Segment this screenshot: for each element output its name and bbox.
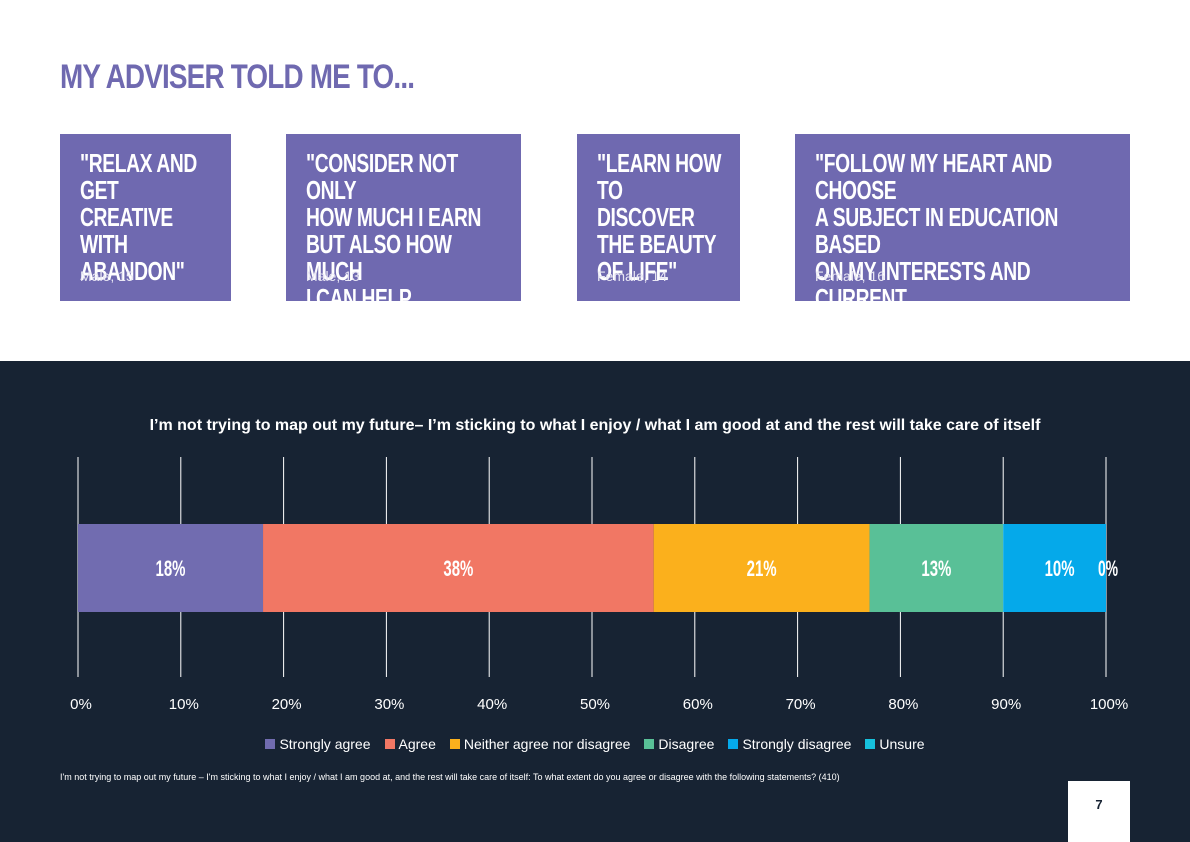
quote-attribution: Male, 15 bbox=[80, 268, 134, 284]
data-label: 21% bbox=[747, 556, 777, 581]
x-tick-label: 0% bbox=[70, 696, 92, 713]
quote-card-1: "Relax and get creative with abandon" Ma… bbox=[60, 134, 231, 301]
legend-label: Neither agree nor disagree bbox=[463, 736, 631, 752]
quote-text: "Follow my heart and choose a subject in… bbox=[815, 148, 1078, 340]
quote-card-2: "Consider not only how much I earn but a… bbox=[286, 134, 521, 339]
data-label: 10% bbox=[1045, 556, 1075, 581]
legend-swatch bbox=[865, 739, 876, 749]
data-label: 0% bbox=[1098, 556, 1118, 581]
legend-label: Strongly agree bbox=[279, 736, 371, 752]
footnote: I'm not trying to map out my future – I'… bbox=[60, 772, 840, 782]
legend-label: Disagree bbox=[658, 736, 715, 752]
x-tick-label: 60% bbox=[683, 696, 713, 713]
quote-text: "Relax and get creative with abandon" bbox=[80, 148, 197, 286]
legend-item-strongly-agree: Strongly agree bbox=[265, 736, 371, 752]
legend-item-neither: Neither agree nor disagree bbox=[449, 736, 631, 752]
legend-item-agree: Agree bbox=[384, 736, 436, 752]
page-number: 7 bbox=[1068, 781, 1130, 842]
data-label: 38% bbox=[443, 556, 473, 581]
legend-swatch bbox=[384, 739, 395, 749]
stacked-bar-chart: 0% 10% 20% 30% 40% 50% 60% 70% 80% 90% 100% 18% 38% 2… bbox=[70, 457, 1128, 713]
x-tick-label: 70% bbox=[786, 696, 816, 713]
quote-text: "Learn how to discover the beauty of lif… bbox=[597, 148, 722, 286]
legend-item-disagree: Disagree bbox=[644, 736, 714, 752]
x-tick-label: 90% bbox=[991, 696, 1021, 713]
legend-item-unsure: Unsure bbox=[865, 736, 925, 752]
legend-label: Unsure bbox=[879, 736, 925, 752]
x-tick-label: 50% bbox=[580, 696, 610, 713]
legend-swatch bbox=[644, 739, 655, 749]
legend-label: Strongly disagree bbox=[742, 736, 852, 752]
x-tick-label: 100% bbox=[1090, 696, 1128, 713]
quote-attribution: Female, 14 bbox=[597, 268, 668, 284]
data-label: 13% bbox=[921, 556, 951, 581]
x-tick-label: 80% bbox=[888, 696, 918, 713]
bar-segment bbox=[653, 524, 870, 612]
chart-legend: Strongly agree Agree Neither agree nor d… bbox=[0, 736, 1190, 752]
bar-segment bbox=[869, 524, 1004, 612]
x-tick-label: 40% bbox=[477, 696, 507, 713]
legend-swatch bbox=[265, 739, 276, 749]
quote-text: "Consider not only how much I earn but a… bbox=[306, 148, 482, 340]
quote-card-4: "Follow my heart and choose a subject in… bbox=[795, 134, 1130, 339]
x-tick-label: 20% bbox=[272, 696, 302, 713]
page-title: MY ADVISER TOLD ME TO... bbox=[60, 58, 415, 96]
quote-attribution: Female, 16 bbox=[815, 268, 886, 284]
x-tick-label: 30% bbox=[374, 696, 404, 713]
x-tick-label: 10% bbox=[169, 696, 199, 713]
legend-swatch bbox=[449, 739, 460, 749]
chart-title: I’m not trying to map out my future– I’m… bbox=[149, 417, 1041, 434]
data-label: 18% bbox=[156, 556, 186, 581]
bar-segment bbox=[78, 524, 264, 612]
legend-item-strongly-disagree: Strongly disagree bbox=[728, 736, 851, 752]
legend-swatch bbox=[728, 739, 739, 749]
bar-segment bbox=[263, 524, 654, 612]
legend-label: Agree bbox=[398, 736, 436, 752]
quote-attribution: Male, 13 bbox=[306, 268, 360, 284]
quote-card-3: "Learn how to discover the beauty of lif… bbox=[577, 134, 740, 301]
bar-segment bbox=[1003, 524, 1106, 612]
chart-panel: I’m not trying to map out my future– I’m… bbox=[0, 361, 1190, 842]
